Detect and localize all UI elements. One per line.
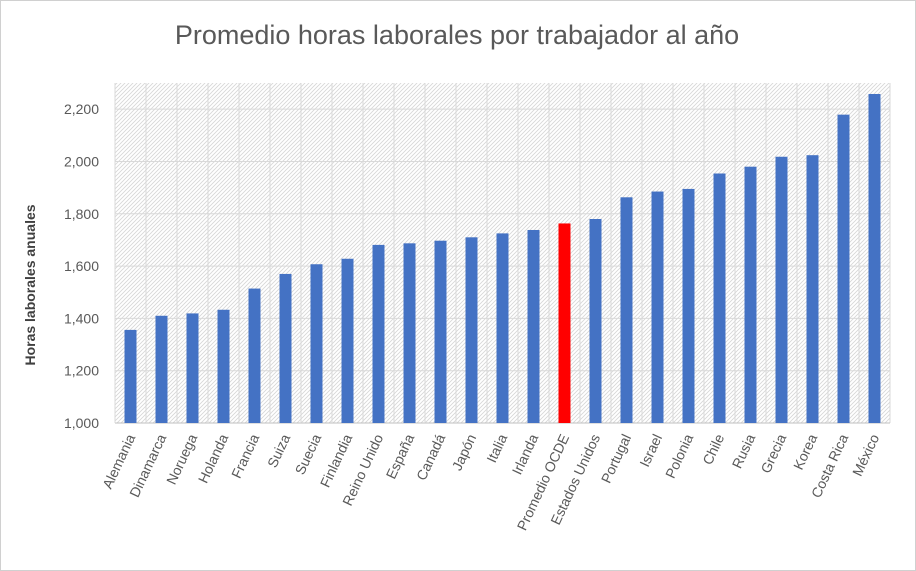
x-tick-label: Francia — [228, 431, 262, 480]
chart-title: Promedio horas laborales por trabajador … — [174, 20, 740, 50]
x-tick-label: Canadá — [413, 431, 448, 482]
bar-chile — [713, 173, 726, 423]
bar-finlandia — [341, 258, 354, 423]
x-tick-label: México — [849, 431, 882, 478]
bar-españa — [403, 243, 416, 423]
x-tick-label: Japón — [449, 432, 480, 473]
bar-noruega — [186, 313, 199, 423]
x-tick-label: España — [383, 431, 418, 481]
y-tick-label: 1,400 — [64, 310, 99, 326]
bar-francia — [248, 288, 261, 423]
x-tick-label: Polonia — [662, 431, 696, 480]
bar-israel — [651, 191, 664, 423]
bar-reino-unido — [372, 244, 385, 423]
x-tick-label: Suiza — [264, 431, 293, 470]
bar-suecia — [310, 264, 323, 423]
x-tick-label: Chile — [699, 431, 727, 467]
bar-estados-unidos — [589, 219, 602, 423]
y-tick-label: 2,200 — [64, 101, 99, 117]
x-tick-label: Korea — [790, 431, 820, 472]
bar-dinamarca — [155, 315, 168, 423]
bar-rusia — [744, 166, 757, 423]
x-tick-label: Italia — [483, 431, 510, 465]
bar-polonia — [682, 188, 695, 423]
bar-suiza — [279, 273, 292, 423]
y-tick-label: 1,000 — [64, 415, 99, 431]
x-tick-label: Portugal — [598, 432, 635, 486]
x-tick-label: Irlanda — [509, 431, 542, 477]
y-tick-label: 1,800 — [64, 206, 99, 222]
y-tick-label: 1,200 — [64, 363, 99, 379]
bar-costa-rica — [837, 114, 850, 424]
bar-korea — [806, 155, 819, 423]
bar-canadá — [434, 240, 447, 423]
bar-promedio-ocde — [558, 223, 571, 423]
x-tick-label: Grecia — [757, 431, 789, 475]
bar-alemania — [124, 329, 137, 423]
y-tick-label: 2,000 — [64, 153, 99, 169]
x-tick-label: Holanda — [195, 431, 232, 485]
bar-grecia — [775, 156, 788, 423]
bar-irlanda — [527, 229, 540, 423]
x-tick-label: Rusia — [729, 431, 759, 470]
bar-méxico — [868, 93, 881, 423]
bar-italia — [496, 233, 509, 423]
x-tick-label: Israel — [636, 432, 665, 470]
x-tick-label: Suecia — [292, 431, 325, 477]
bar-japón — [465, 237, 478, 423]
bar-portugal — [620, 197, 633, 423]
y-tick-label: 1,600 — [64, 258, 99, 274]
bar-holanda — [217, 309, 230, 423]
